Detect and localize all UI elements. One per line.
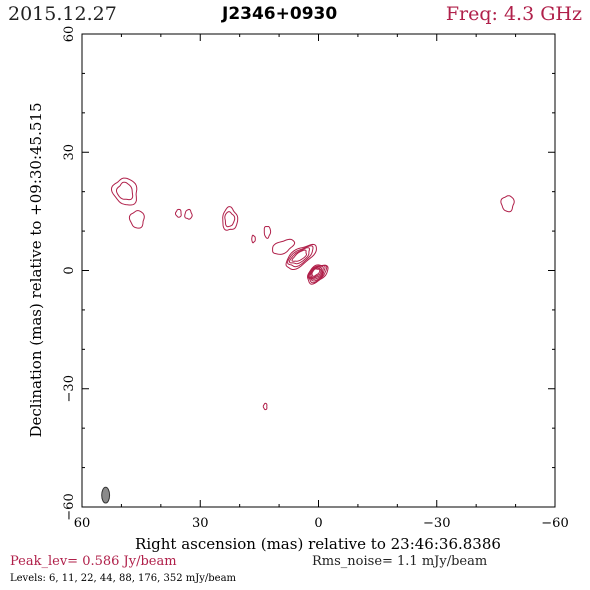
observing-frequency: Freq: 4.3 GHz xyxy=(445,3,582,25)
contour-line xyxy=(251,234,256,244)
contour-line xyxy=(311,268,321,277)
component-blob-g xyxy=(263,226,272,239)
contour-line xyxy=(128,210,145,229)
y-axis-title: Declination (mas) relative to +09:30:45.… xyxy=(27,102,45,437)
contour-line xyxy=(184,208,193,220)
contour-line xyxy=(306,264,329,285)
component-jet-knot xyxy=(272,238,296,255)
y-tick-label: −30 xyxy=(62,375,77,402)
y-tick-label: 60 xyxy=(62,26,77,43)
contour-line xyxy=(262,402,268,411)
rms-noise: Rms_noise= 1.1 mJy/beam xyxy=(312,554,488,569)
contour-line xyxy=(309,266,323,279)
y-tick-label: 0 xyxy=(62,266,77,274)
y-tick-labels: 60 30 0 −30 −60 xyxy=(62,26,77,521)
contour-line xyxy=(285,243,317,270)
source-name: J2346+0930 xyxy=(222,4,338,24)
contour-line xyxy=(307,264,328,284)
x-axis-title: Right ascension (mas) relative to 23:46:… xyxy=(135,535,501,553)
x-tick-labels: 60 30 0 −30 −60 xyxy=(74,516,569,531)
contour-line xyxy=(272,238,296,255)
contour-line xyxy=(175,208,182,218)
contour-line xyxy=(115,181,134,201)
contour-line xyxy=(500,195,515,213)
component-blob-h xyxy=(500,195,515,213)
contour-layer xyxy=(110,177,515,411)
observation-date: 2015.12.27 xyxy=(8,3,117,25)
y-tick-label: 30 xyxy=(62,144,77,161)
beam-layer xyxy=(101,486,111,504)
y-tick-label: −60 xyxy=(62,493,77,520)
component-blob-c xyxy=(175,208,182,218)
contour-line xyxy=(310,267,322,278)
contour-line xyxy=(263,226,272,239)
component-blob-i xyxy=(262,402,268,411)
contour-line xyxy=(224,211,236,228)
x-tick-label: −30 xyxy=(423,516,450,531)
component-blob-d xyxy=(184,208,193,220)
component-blob-b xyxy=(128,210,145,229)
x-tick-label: −60 xyxy=(541,516,568,531)
plot-frame xyxy=(81,33,556,508)
peak-level: Peak_lev= 0.586 Jy/beam xyxy=(10,554,177,569)
contour-line xyxy=(291,249,308,262)
contour-line xyxy=(288,247,311,265)
axis-ticks xyxy=(81,33,556,508)
x-tick-label: 0 xyxy=(314,516,322,531)
x-tick-label: 30 xyxy=(192,516,209,531)
contour-line xyxy=(287,245,314,268)
x-tick-label: 60 xyxy=(74,516,91,531)
component-inner-jet xyxy=(285,243,317,270)
contour-line xyxy=(110,177,138,206)
component-blob-e xyxy=(222,206,239,231)
component-blob-f xyxy=(251,234,256,244)
contour-levels: Levels: 6, 11, 22, 44, 88, 176, 352 mJy/… xyxy=(10,573,237,584)
component-blob-a xyxy=(110,177,138,206)
contour-line xyxy=(222,206,239,231)
component-core xyxy=(306,264,329,285)
beam-ellipse xyxy=(101,486,111,504)
